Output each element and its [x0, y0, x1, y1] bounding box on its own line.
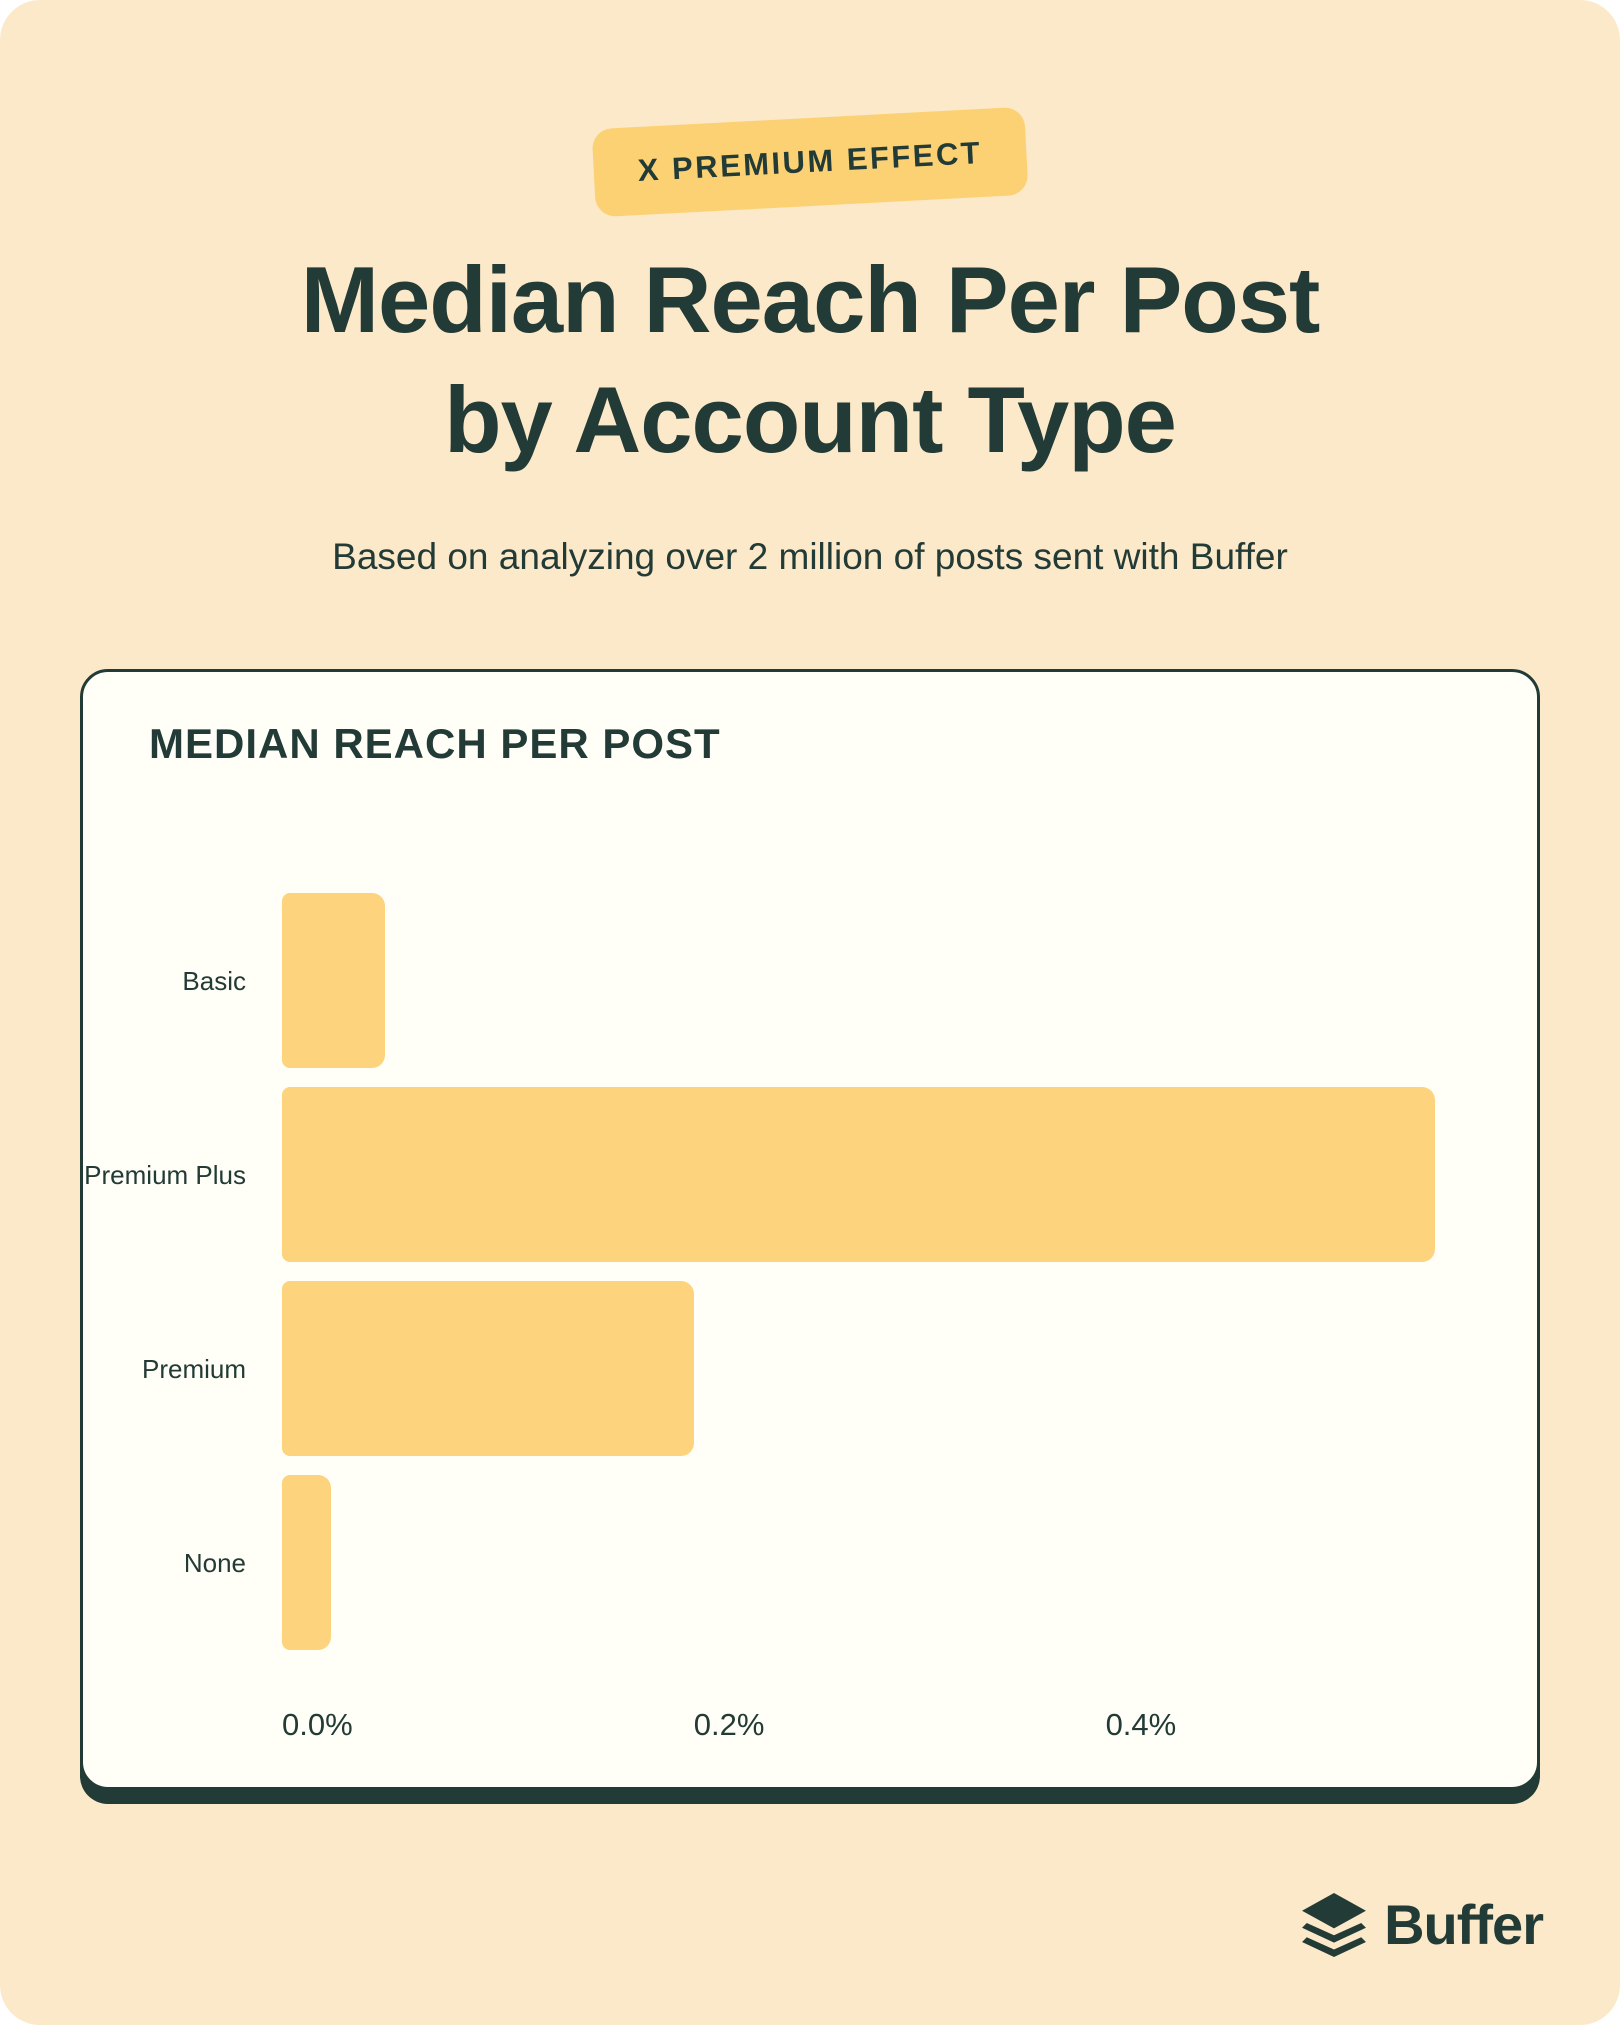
- page-title: Median Reach Per Post by Account Type: [0, 240, 1620, 480]
- x-axis: 0.0% 0.2% 0.4%: [282, 1707, 1470, 1747]
- bar-track: [282, 1281, 1470, 1456]
- bar-chart: Basic Premium Plus Premium None: [83, 893, 1537, 1650]
- category-label: Basic: [182, 965, 246, 996]
- chart-row: Premium: [83, 1281, 1537, 1456]
- x-axis-tick-label: 0.2%: [693, 1707, 765, 1742]
- buffer-logo: Buffer: [1300, 1892, 1544, 1957]
- bar-track: [282, 1475, 1470, 1650]
- bar: [282, 1475, 332, 1650]
- bar: [282, 893, 385, 1068]
- chart-row: Premium Plus: [83, 1087, 1537, 1262]
- bar: [282, 1281, 694, 1456]
- category-label: Premium Plus: [84, 1159, 246, 1190]
- page-title-line1: Median Reach Per Post: [300, 247, 1321, 352]
- chart-title: MEDIAN REACH PER POST: [149, 720, 721, 767]
- chart-row: Basic: [83, 893, 1537, 1068]
- category-badge: X PREMIUM EFFECT: [591, 106, 1029, 218]
- page-title-line2: by Account Type: [444, 367, 1177, 472]
- chart-row: None: [83, 1475, 1537, 1650]
- chart-card: MEDIAN REACH PER POST Basic Premium Plus P…: [80, 669, 1540, 1790]
- category-label: None: [183, 1547, 246, 1578]
- bar: [282, 1087, 1435, 1262]
- bar-track: [282, 893, 1470, 1068]
- buffer-wordmark: Buffer: [1384, 1893, 1544, 1956]
- x-axis-tick-label: 0.4%: [1105, 1707, 1177, 1742]
- buffer-layers-icon: [1302, 1892, 1367, 1957]
- bar-track: [282, 1087, 1470, 1262]
- category-label: Premium: [141, 1353, 246, 1384]
- x-axis-tick-label: 0.0%: [282, 1707, 353, 1742]
- page-subtitle: Based on analyzing over 2 million of pos…: [332, 536, 1288, 577]
